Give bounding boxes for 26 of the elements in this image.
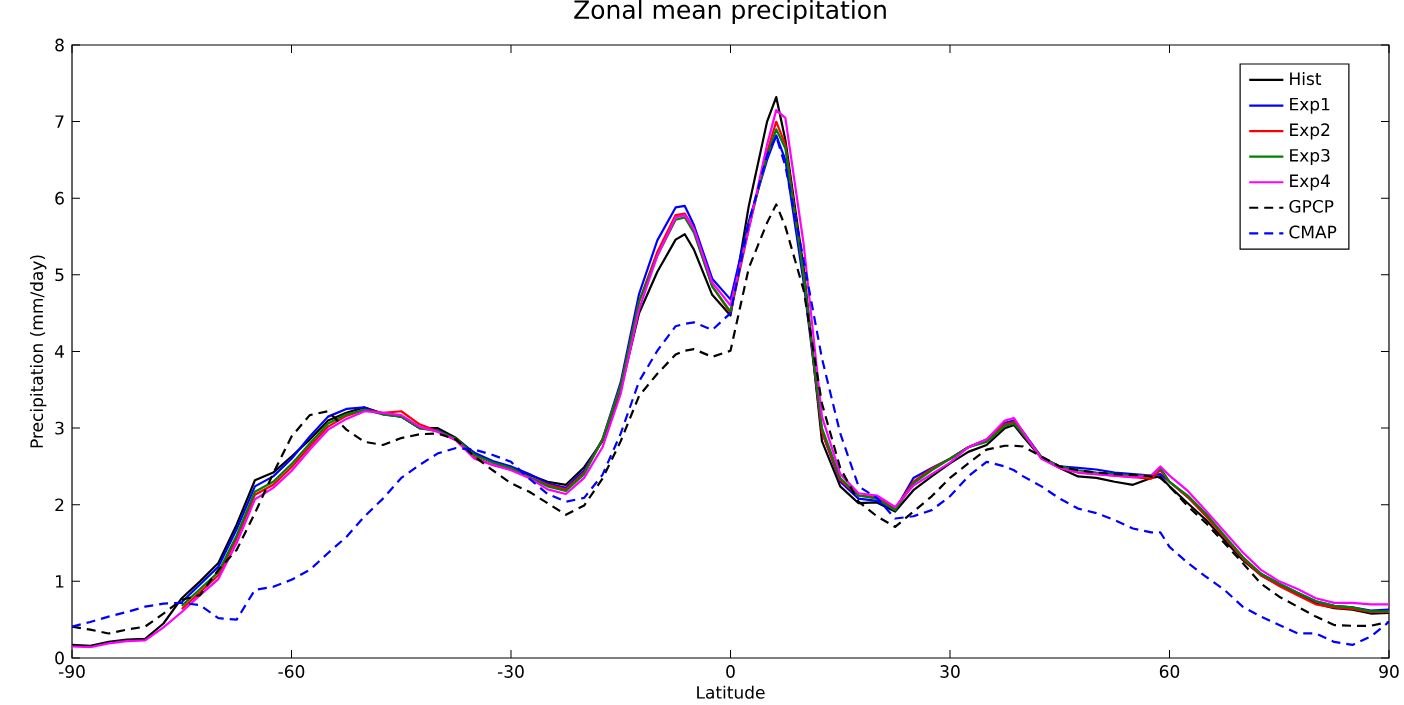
- y-tick-label: 1: [56, 575, 64, 588]
- legend-label: CMAP: [1289, 225, 1337, 239]
- legend-label: Exp4: [1290, 174, 1330, 191]
- legend-label: Exp1: [1290, 97, 1330, 114]
- y-tick-label: 2: [55, 498, 64, 512]
- legend-label: Exp3: [1290, 148, 1330, 166]
- x-tick-label: -90: [58, 665, 85, 678]
- x-tick-label: 90: [1379, 665, 1399, 678]
- legend-label: Hist: [1290, 71, 1322, 86]
- y-tick-label: 6: [55, 191, 64, 205]
- x-axis-title: Latitude: [697, 685, 765, 699]
- x-tick-label: 30: [940, 665, 960, 678]
- chart-title: Zonal mean precipitation: [574, 0, 886, 24]
- y-tick-label: 0: [55, 651, 64, 665]
- x-tick-label: -30: [497, 665, 524, 678]
- legend-label: Exp2: [1290, 123, 1330, 140]
- y-tick-label: 8: [55, 38, 64, 52]
- y-tick-label: 5: [55, 268, 64, 282]
- y-tick-label: 4: [54, 345, 64, 358]
- x-tick-label: 60: [1159, 665, 1180, 678]
- y-tick-label: 3: [55, 421, 64, 435]
- x-tick-label: 0: [726, 665, 735, 678]
- y-axis-title: Precipitation (mm/day): [29, 255, 47, 448]
- legend-label: GPCP: [1289, 199, 1334, 213]
- y-tick-label: 7: [55, 115, 64, 128]
- x-tick-label: -60: [278, 665, 305, 678]
